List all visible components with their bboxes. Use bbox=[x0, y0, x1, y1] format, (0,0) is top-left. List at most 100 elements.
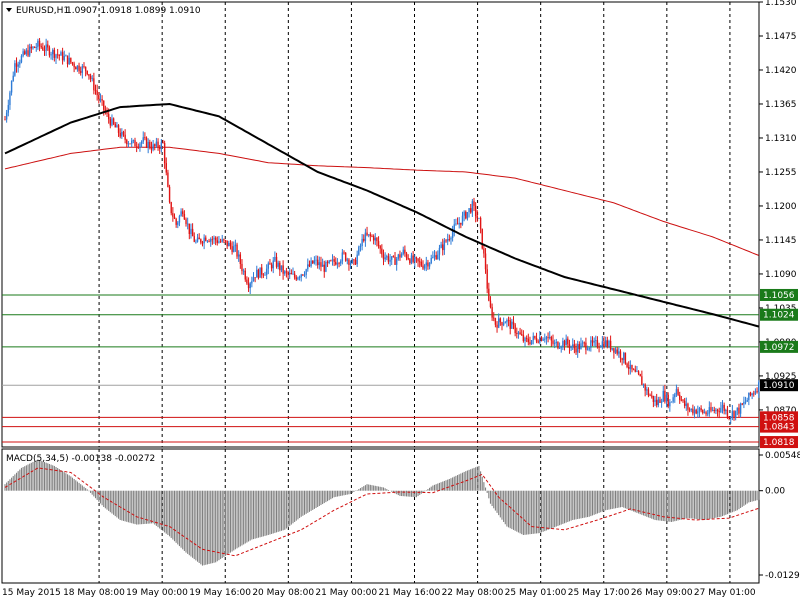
candle-body bbox=[557, 341, 559, 349]
candle-body bbox=[149, 141, 151, 148]
candle-body bbox=[593, 340, 595, 343]
candle-body bbox=[419, 261, 421, 263]
candle-body bbox=[626, 363, 628, 368]
candle-body bbox=[688, 409, 691, 411]
candle-body bbox=[328, 260, 330, 263]
candle-body bbox=[581, 342, 584, 344]
candle-body bbox=[716, 409, 719, 412]
price-pane[interactable]: 1.1530 1.1475 1.1420 1.1365 1.1310 1.1255 1.12… bbox=[1, 0, 798, 449]
level-label-bg bbox=[760, 379, 798, 392]
candle-body bbox=[697, 411, 699, 414]
candle-body bbox=[731, 411, 734, 417]
candle-body bbox=[30, 46, 33, 49]
moving-average-fast-line bbox=[4, 146, 759, 256]
price-tick-label: 1.1365 bbox=[765, 100, 797, 110]
candle-body bbox=[721, 404, 724, 409]
candle-body bbox=[242, 270, 245, 272]
candle-body bbox=[134, 140, 136, 147]
candle-body bbox=[400, 253, 403, 258]
candle-body bbox=[567, 338, 569, 345]
candle-body bbox=[288, 273, 291, 275]
candle-body bbox=[672, 397, 674, 402]
candle-body bbox=[224, 240, 227, 242]
candle-body bbox=[555, 341, 557, 344]
level-label: 1.1056 bbox=[763, 291, 795, 301]
candle-body bbox=[705, 412, 707, 415]
candle-body bbox=[655, 399, 658, 406]
candle-body bbox=[195, 241, 197, 243]
level-label: 1.0818 bbox=[763, 438, 795, 448]
price-tick-label: 1.0925 bbox=[765, 372, 797, 382]
candle-body bbox=[565, 338, 567, 346]
candle-body bbox=[297, 277, 299, 280]
candle-body bbox=[389, 259, 391, 262]
chart-title: EURUSD,H1 1.0907 1.0918 1.0899 1.0910 bbox=[6, 6, 201, 16]
candle-body bbox=[491, 307, 493, 318]
candle-body bbox=[428, 263, 431, 267]
candle-body bbox=[756, 391, 758, 393]
candle-body bbox=[470, 208, 472, 213]
candle-body bbox=[460, 222, 462, 225]
macd-histogram bbox=[4, 459, 760, 566]
triangle-down-icon[interactable] bbox=[6, 8, 12, 12]
price-axis: 1.1530 1.1475 1.1420 1.1365 1.1310 1.1255 1.12… bbox=[759, 0, 797, 416]
candle-body bbox=[427, 262, 429, 267]
candle-body bbox=[440, 244, 442, 248]
candle-body bbox=[410, 255, 413, 264]
candle-body bbox=[93, 78, 95, 91]
candle-body bbox=[124, 134, 126, 140]
candle-body bbox=[595, 340, 597, 342]
candle-body bbox=[17, 64, 19, 67]
candle-body bbox=[33, 46, 36, 48]
candle-body bbox=[135, 146, 138, 148]
candle-body bbox=[512, 321, 515, 325]
candle-body bbox=[659, 399, 661, 403]
candle-body bbox=[144, 137, 146, 139]
candle-body bbox=[28, 46, 31, 56]
macd-pane[interactable]: 0.00548 0.00 -0.01294 MACD(5,34,5) -0.0013… bbox=[1, 448, 800, 584]
candle-body bbox=[94, 90, 97, 92]
candle-body bbox=[168, 186, 171, 203]
candle-body bbox=[679, 394, 681, 400]
candle-body bbox=[682, 399, 684, 401]
candle-body bbox=[320, 262, 322, 267]
candle-body bbox=[407, 258, 409, 260]
candle-body bbox=[66, 55, 69, 65]
candle-body bbox=[695, 409, 697, 414]
symbol-timeframe: EURUSD,H1 bbox=[16, 6, 69, 16]
candle-body bbox=[534, 336, 536, 338]
candle-body bbox=[744, 401, 747, 403]
candle-body bbox=[415, 257, 418, 259]
horizontal-lines[interactable] bbox=[2, 294, 759, 443]
candle-body bbox=[71, 62, 74, 64]
candle-body bbox=[726, 409, 729, 417]
candle-body bbox=[88, 74, 90, 77]
candle-body bbox=[414, 257, 416, 262]
candle-body bbox=[680, 399, 683, 401]
candle-body bbox=[417, 258, 419, 262]
candle-body bbox=[287, 272, 289, 275]
time-tick-label: 19 May 00:00 bbox=[126, 588, 188, 598]
level-label-bg bbox=[760, 340, 798, 353]
candle-body bbox=[73, 63, 75, 68]
candle-body bbox=[22, 51, 24, 56]
candle-body bbox=[749, 392, 752, 396]
candle-body bbox=[488, 288, 490, 301]
candle-body bbox=[608, 340, 610, 347]
candle-body bbox=[641, 376, 643, 385]
candle-body bbox=[140, 141, 143, 144]
candle-body bbox=[698, 408, 701, 412]
candle-body bbox=[706, 413, 709, 415]
candle-body bbox=[154, 144, 156, 146]
candle-body bbox=[117, 125, 120, 133]
candle-body bbox=[185, 219, 187, 224]
candle-body bbox=[247, 283, 250, 289]
candle-body bbox=[75, 67, 77, 70]
candle-body bbox=[629, 364, 632, 369]
candle-body bbox=[399, 254, 401, 258]
candle-body bbox=[10, 80, 13, 93]
candle-body bbox=[371, 236, 373, 237]
candle-body bbox=[443, 240, 446, 251]
candle-body bbox=[573, 344, 576, 349]
